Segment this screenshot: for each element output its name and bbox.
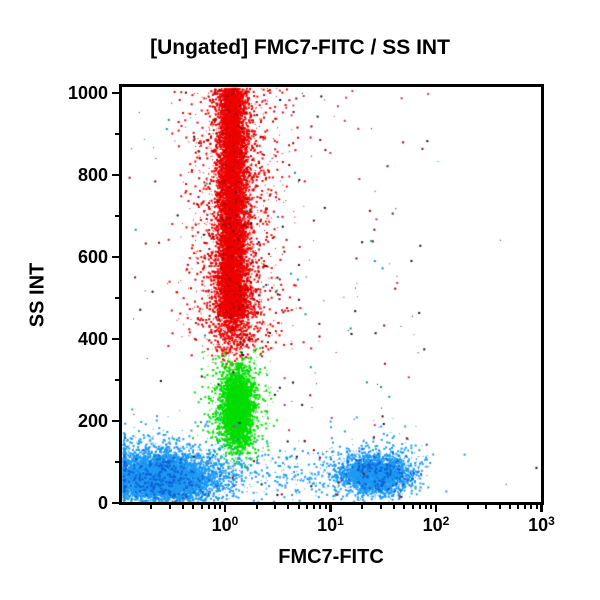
- x-major-tick: [223, 505, 227, 512]
- x-major-tick: [329, 505, 332, 512]
- y-tick-label: 1000: [67, 83, 108, 103]
- x-minor-tick: [524, 505, 527, 509]
- x-minor-tick: [498, 505, 501, 509]
- x-minor-tick: [361, 505, 364, 509]
- y-minor-tick: [115, 379, 119, 381]
- y-minor-tick: [115, 461, 119, 463]
- x-minor-tick: [517, 505, 520, 509]
- x-tick-label: 101: [317, 514, 344, 535]
- x-minor-tick: [297, 505, 300, 509]
- plot-frame: [119, 84, 544, 505]
- x-minor-tick: [181, 505, 184, 509]
- x-minor-tick: [150, 505, 153, 509]
- x-minor-tick: [424, 505, 427, 509]
- x-minor-tick: [508, 505, 511, 509]
- y-major-tick: [112, 337, 119, 341]
- y-minor-tick: [115, 133, 119, 135]
- y-major-tick: [112, 255, 119, 259]
- x-axis-label: FMC7-FITC: [278, 546, 384, 568]
- x-minor-tick: [379, 505, 382, 509]
- y-major-tick: [112, 91, 119, 95]
- x-minor-tick: [530, 505, 533, 509]
- x-minor-tick: [255, 505, 258, 509]
- y-tick-label: 600: [77, 247, 108, 267]
- y-minor-tick: [115, 297, 119, 299]
- x-minor-tick: [168, 505, 171, 509]
- y-major-tick: [112, 501, 119, 505]
- y-minor-tick: [115, 215, 119, 217]
- y-tick-label: 200: [77, 411, 108, 431]
- x-tick-label: 103: [528, 514, 555, 535]
- x-minor-tick: [200, 505, 203, 509]
- x-tick-label: 102: [422, 514, 450, 535]
- x-minor-tick: [324, 505, 327, 509]
- x-minor-tick: [418, 505, 421, 509]
- x-minor-tick: [306, 505, 309, 509]
- x-minor-tick: [207, 505, 210, 509]
- y-major-tick: [112, 419, 119, 423]
- x-minor-tick: [485, 505, 488, 509]
- x-major-tick: [540, 505, 543, 512]
- x-minor-tick: [393, 505, 395, 509]
- y-major-tick: [112, 173, 119, 177]
- x-minor-tick: [213, 505, 216, 509]
- x-minor-tick: [287, 505, 290, 509]
- y-axis-label: SS INT: [26, 262, 49, 328]
- x-major-tick: [434, 505, 438, 512]
- x-minor-tick: [274, 505, 277, 509]
- x-minor-tick: [192, 505, 195, 509]
- x-minor-tick: [313, 505, 316, 509]
- x-minor-tick: [319, 505, 322, 509]
- x-minor-tick: [466, 505, 469, 509]
- x-tick-label: 100: [211, 514, 239, 535]
- x-minor-tick: [403, 505, 406, 509]
- y-tick-label: 800: [77, 165, 108, 185]
- x-minor-tick: [219, 505, 222, 509]
- x-minor-tick: [535, 505, 538, 509]
- x-minor-tick: [411, 505, 414, 509]
- y-tick-label: 400: [77, 329, 108, 349]
- x-minor-tick: [430, 505, 433, 509]
- y-tick-label: 0: [97, 493, 108, 513]
